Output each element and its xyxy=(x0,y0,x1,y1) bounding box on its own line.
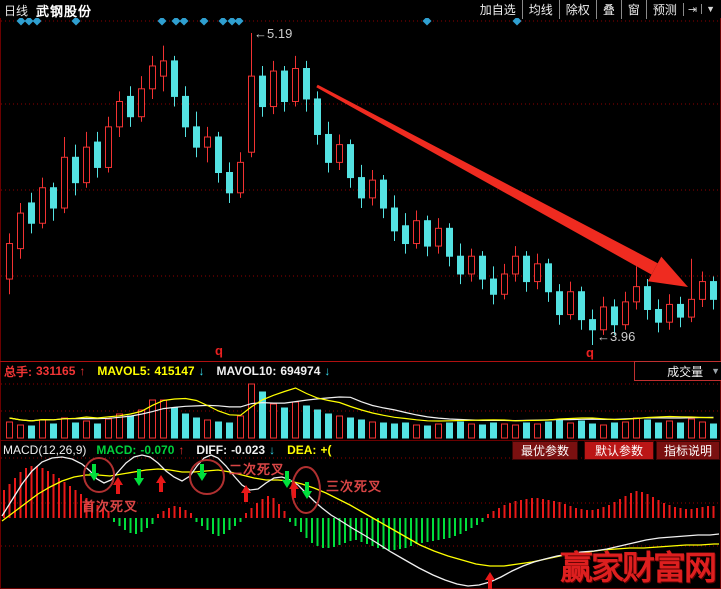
up-arrow-marker xyxy=(289,481,299,498)
up-arrow-icon: ↑ xyxy=(79,364,86,378)
toolbar-button-add-watchlist[interactable]: 加自选 xyxy=(479,2,516,17)
indicator-help-button[interactable]: 指标说明 xyxy=(656,441,720,460)
gridlines xyxy=(1,20,720,547)
next-page-icon[interactable]: ⇥ xyxy=(682,2,701,16)
volume-layer xyxy=(6,383,717,439)
optimal-params-button[interactable]: 最优参数 xyxy=(512,441,578,460)
diamond-marker xyxy=(71,16,81,26)
title-bar: 日线 武钢股份 加自选 均线 除权叠窗预测 ⇥ ▼ xyxy=(0,0,721,19)
chevron-down-icon[interactable]: ▼ xyxy=(701,4,719,14)
down-arrow-marker xyxy=(282,471,292,488)
diamond-marker xyxy=(512,16,522,26)
diamond-markers xyxy=(16,16,522,26)
diamond-marker xyxy=(24,16,34,26)
death-cross-3-label: 三次死叉 xyxy=(326,479,383,494)
dea-label: DEA: xyxy=(287,443,317,457)
zongshou-value: 331165 xyxy=(36,364,76,378)
default-params-button[interactable]: 默认参数 xyxy=(584,441,654,460)
period-label[interactable]: 日线 xyxy=(4,4,29,18)
trend-arrow xyxy=(316,84,688,287)
mavol10-value: 694974 xyxy=(280,364,321,378)
diamond-marker xyxy=(179,16,189,26)
macd-value: -0.070 xyxy=(140,443,175,457)
macd-formula: MACD(12,26,9) xyxy=(3,443,87,457)
chevron-down-icon: ▼ xyxy=(711,366,720,376)
low-price-label: ←3.96 xyxy=(597,329,636,344)
left-arrow-icon: ← xyxy=(597,329,610,344)
macd-info-bar: MACD(12,26,9) MACD: -0.070 ↑ DIFF: -0.02… xyxy=(3,442,331,458)
diamond-marker xyxy=(32,16,42,26)
diamond-marker xyxy=(218,16,228,26)
toolbar-button-window[interactable]: 窗 xyxy=(620,0,646,19)
down-arrow-marker xyxy=(89,464,99,481)
down-arrow-marker xyxy=(197,464,207,481)
up-arrow-icon: ↑ xyxy=(178,443,185,457)
zongshou-label: 总手: xyxy=(4,364,32,379)
down-arrow-icon: ↓ xyxy=(324,364,331,378)
watermark: 赢家财富网 xyxy=(560,551,717,587)
stock-name: 武钢股份 xyxy=(36,4,93,19)
diamond-marker xyxy=(16,16,26,26)
death-cross-circle xyxy=(83,457,115,493)
high-price-label: ←5.19 xyxy=(254,26,293,41)
diff-value: -0.023 xyxy=(231,443,266,457)
mavol10-line xyxy=(9,396,714,422)
up-arrow-marker xyxy=(241,485,251,502)
toolbar-button-overlay[interactable]: 叠 xyxy=(595,0,621,19)
down-arrow-marker xyxy=(134,469,144,486)
macd-layer xyxy=(1,454,720,589)
diamond-marker xyxy=(157,16,167,26)
candlestick-layer xyxy=(6,33,717,345)
indicator-select-value: 成交量 xyxy=(667,364,704,379)
mavol5-line xyxy=(9,387,714,422)
down-arrow-icon: ↓ xyxy=(198,364,205,378)
diff-label: DIFF: xyxy=(196,443,228,457)
diamond-marker xyxy=(199,16,209,26)
diamond-marker xyxy=(234,16,244,26)
death-cross-1-label: 首次死叉 xyxy=(82,499,139,514)
down-arrow-icon: ↓ xyxy=(269,443,276,457)
diamond-marker xyxy=(171,16,181,26)
mavol5-value: 415147 xyxy=(154,364,195,378)
volume-info-bar: 总手: 331165 ↑ MAVOL5: 415147 ↓ MAVOL10: 6… xyxy=(4,363,330,379)
toolbar-button-forecast[interactable]: 预测 xyxy=(645,0,683,19)
q-marker: q xyxy=(586,345,594,360)
death-cross-2-label: 二次死叉 xyxy=(229,462,286,477)
mavol5-label: MAVOL5: xyxy=(97,364,151,378)
up-arrow-marker xyxy=(485,572,495,589)
left-arrow-icon: ← xyxy=(254,26,267,41)
down-arrow-marker xyxy=(302,482,312,499)
toolbar-button-ex-rights[interactable]: 除权 xyxy=(558,0,596,19)
toolbar: 加自选 均线 除权叠窗预测 ⇥ ▼ xyxy=(474,0,719,19)
death-cross-circle xyxy=(189,459,225,495)
q-marker: q xyxy=(215,343,223,358)
up-arrow-marker xyxy=(113,477,123,494)
dea-value: +( xyxy=(320,443,332,457)
diamond-marker xyxy=(227,16,237,26)
diff-line xyxy=(1,454,720,587)
up-arrow-marker xyxy=(156,475,166,492)
toolbar-button-ma-lines[interactable]: 均线 xyxy=(521,0,559,19)
mavol10-label: MAVOL10: xyxy=(216,364,277,378)
volume-indicator-select[interactable]: 成交量 ▼ xyxy=(634,361,721,381)
macd-label: MACD: xyxy=(96,443,137,457)
diamond-marker xyxy=(422,16,432,26)
